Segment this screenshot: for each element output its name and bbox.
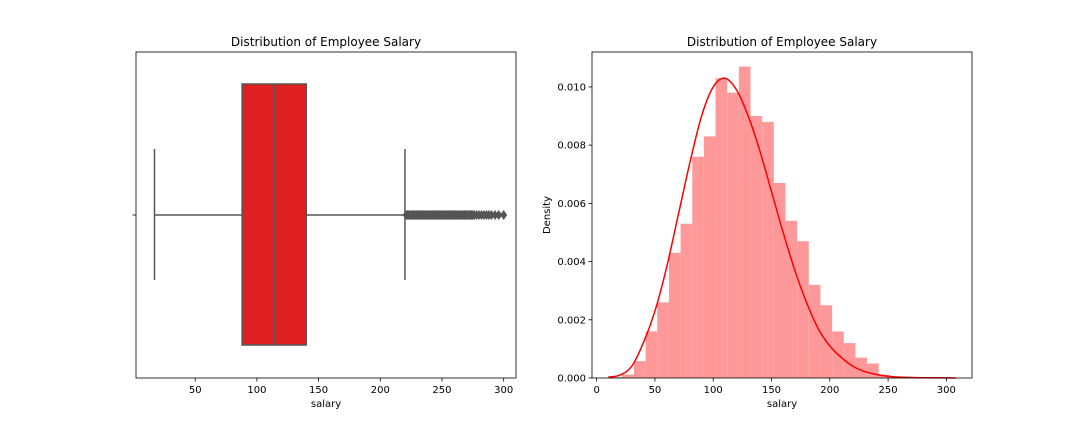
histogram-bar: [727, 92, 739, 378]
histogram-bar: [715, 78, 728, 379]
histogram-bar: [855, 357, 868, 378]
histogram-bar: [762, 121, 774, 378]
x-tick-label: 200: [820, 385, 839, 396]
y-tick-label: 0.010: [557, 82, 586, 93]
histogram-bar: [645, 331, 658, 378]
x-tick-label: 250: [432, 385, 451, 396]
histogram-bar: [797, 241, 809, 378]
histogram-x-ticks: 0 50 100 150 200 250 300: [593, 378, 956, 396]
histogram-chart: Distribution of Employee Salary 0 50 100 15…: [542, 35, 973, 410]
histogram-frame: [591, 51, 973, 379]
histogram-axes-frame: [591, 51, 973, 379]
histogram-bar: [808, 284, 821, 378]
x-tick-label: 150: [762, 385, 781, 396]
x-tick-label: 250: [879, 385, 898, 396]
histogram-bar: [773, 182, 786, 378]
outlier-point: [500, 209, 508, 221]
y-tick-label: 0.002: [557, 315, 586, 326]
histogram-title: Distribution of Employee Salary: [687, 35, 877, 49]
y-tick-label: 0.004: [557, 257, 586, 268]
histogram-bar: [668, 252, 681, 378]
boxplot-title: Distribution of Employee Salary: [231, 35, 421, 49]
x-tick-label: 100: [247, 385, 266, 396]
boxplot-x-axis-label: salary: [311, 399, 341, 410]
x-tick-label: 0: [593, 385, 599, 396]
histogram-bars: [610, 66, 903, 379]
kde-curve: [608, 77, 956, 379]
outlier-point: [495, 209, 503, 221]
y-tick-label: 0.006: [557, 199, 586, 210]
histogram-bar: [657, 302, 669, 378]
x-tick-label: 300: [937, 385, 956, 396]
y-tick-label: 0.000: [557, 374, 586, 385]
boxplot-plot-area: [132, 51, 517, 379]
x-tick-label: 200: [371, 385, 390, 396]
x-tick-label: 300: [494, 385, 513, 396]
histogram-bar: [738, 66, 751, 378]
histogram-bar: [610, 377, 623, 378]
histogram-x-axis-label: salary: [767, 399, 797, 410]
histogram-bar: [680, 223, 693, 378]
histogram-bar: [622, 374, 634, 378]
histogram-bar: [785, 220, 798, 378]
histogram-bar: [703, 136, 716, 378]
histogram-y-ticks: 0.000 0.002 0.004 0.006 0.008 0.010: [557, 82, 592, 385]
histogram-bar: [750, 116, 763, 379]
x-tick-label: 150: [309, 385, 328, 396]
histogram-bar: [867, 363, 879, 378]
histogram-bar: [692, 156, 704, 378]
x-tick-label: 50: [649, 385, 662, 396]
histogram-y-axis-label: Density: [542, 196, 553, 234]
boxplot-x-ticks: 50 100 150 200 250 300: [189, 378, 513, 396]
histogram-bar: [633, 361, 646, 378]
boxplot-chart: Distribution of Employee Salary 50 100 150…: [132, 35, 517, 410]
kde-curve-layer: [608, 77, 956, 379]
x-tick-label: 50: [189, 385, 202, 396]
y-tick-label: 0.008: [557, 141, 586, 152]
x-tick-label: 100: [704, 385, 723, 396]
histogram-bar: [843, 343, 856, 378]
